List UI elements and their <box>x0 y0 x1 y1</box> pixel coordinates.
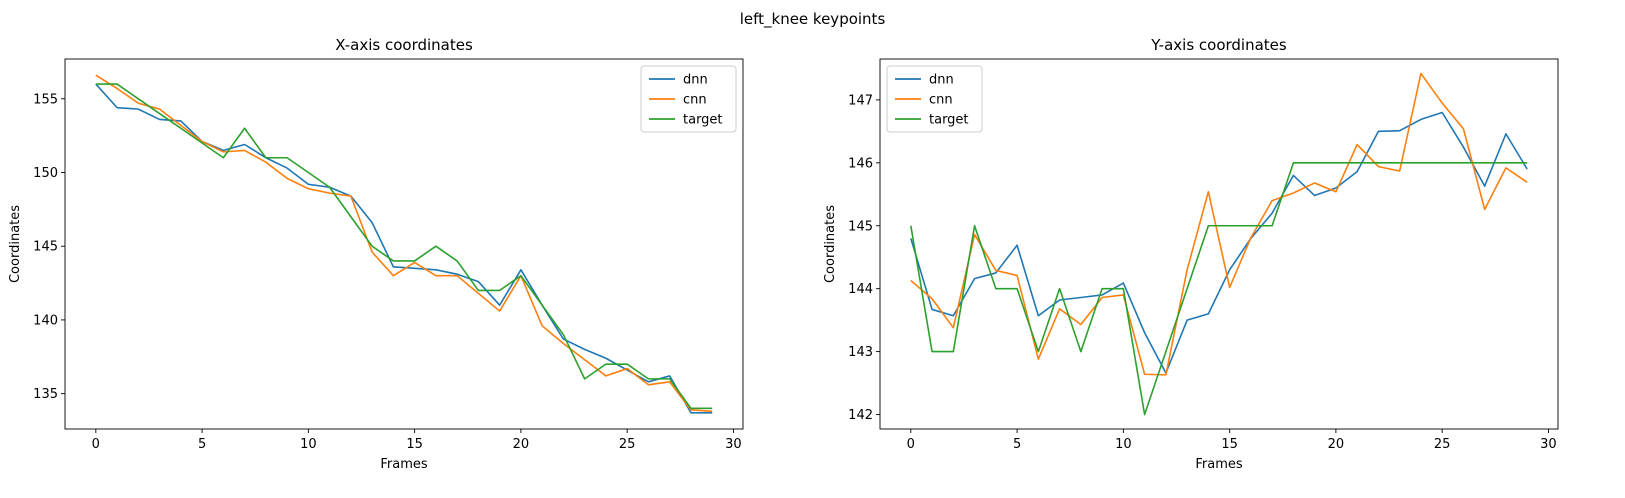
chart-1-legend: dnn cnn target <box>640 65 737 133</box>
chart-2-legend-label-target: target <box>929 113 969 128</box>
chart-2-axes-frame <box>879 58 1559 430</box>
chart-2-ytick-label: 143 <box>848 345 873 360</box>
chart-2-series-dnn <box>910 111 1528 374</box>
chart-2-ytick-label: 144 <box>848 282 873 297</box>
chart-2-legend: dnn cnn target <box>886 65 983 133</box>
chart-2-series-target <box>910 162 1528 416</box>
chart-2-xtick-label: 10 <box>1115 437 1132 452</box>
chart-1-xlabel: Frames <box>380 457 428 472</box>
chart-2-xtick-label: 20 <box>1328 437 1345 452</box>
chart-2-legend-label-cnn: cnn <box>929 93 953 108</box>
chart-1-xtick-label: 5 <box>198 437 206 452</box>
chart-2-legend-label-dnn: dnn <box>929 73 954 88</box>
chart-2-ytick-label: 147 <box>848 93 873 108</box>
y-axis-coordinates-chart: Y-axis coordinates 0 5 10 15 20 25 30 142 143 144 1… <box>823 36 1559 472</box>
chart-2-ytick-label: 145 <box>848 219 873 234</box>
chart-2-ytick-label: 142 <box>848 408 873 423</box>
chart-2-xlabel: Frames <box>1195 457 1243 472</box>
x-axis-coordinates-chart: X-axis coordinates 0 5 10 15 20 25 30 135 140 145 1… <box>8 36 744 472</box>
chart-1-xtick-label: 25 <box>619 437 636 452</box>
chart-2-ytick-label: 146 <box>848 156 873 171</box>
chart-1-xtick-label: 0 <box>92 437 100 452</box>
chart-1-xtick-label: 10 <box>300 437 317 452</box>
chart-2-xtick-label: 5 <box>1013 437 1021 452</box>
chart-1-legend-label-cnn: cnn <box>683 93 707 108</box>
chart-1-series-cnn <box>95 74 713 413</box>
chart-1-ytick-label: 150 <box>33 166 58 181</box>
chart-1-ytick-label: 140 <box>33 313 58 328</box>
chart-1-axes-frame <box>64 58 744 430</box>
chart-1-legend-label-dnn: dnn <box>683 73 708 88</box>
chart-2-ylabel: Coordinates <box>823 205 838 283</box>
chart-2-xtick-label: 0 <box>907 437 915 452</box>
chart-1-ylabel: Coordinates <box>8 205 23 283</box>
chart-2-xtick-label: 25 <box>1434 437 1451 452</box>
chart-1-xtick-label: 15 <box>406 437 423 452</box>
figure-suptitle: left_knee keypoints <box>740 10 886 29</box>
chart-1-xtick-label: 20 <box>513 437 530 452</box>
chart-2-series-group <box>910 72 1528 416</box>
chart-1-ytick-label: 155 <box>33 92 58 107</box>
chart-1-ytick-label: 135 <box>33 387 58 402</box>
chart-1-xtick-label: 30 <box>725 437 742 452</box>
chart-1-series-target <box>95 83 713 410</box>
chart-2-legend-box <box>886 65 983 133</box>
chart-2-xtick-label: 15 <box>1221 437 1238 452</box>
chart-2-title: Y-axis coordinates <box>1150 36 1287 54</box>
chart-1-series-group <box>95 74 713 414</box>
chart-2-series-cnn <box>910 72 1528 376</box>
chart-1-legend-label-target: target <box>683 113 723 128</box>
chart-1-title: X-axis coordinates <box>335 36 473 54</box>
chart-2-xtick-label: 30 <box>1540 437 1557 452</box>
chart-1-legend-box <box>640 65 737 133</box>
chart-1-ytick-label: 145 <box>33 240 58 255</box>
